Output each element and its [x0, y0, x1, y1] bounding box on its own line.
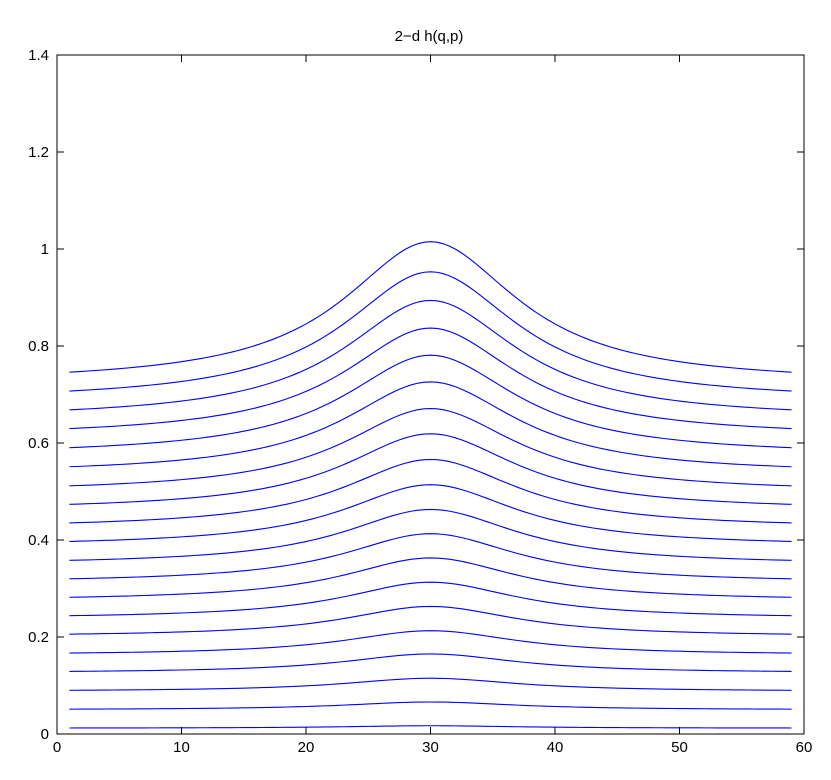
x-tick-label: 20 — [298, 739, 315, 756]
y-tick-label: 0.6 — [28, 435, 49, 452]
y-tick-label: 0.2 — [28, 629, 49, 646]
series-line-2 — [69, 701, 792, 710]
x-tick-label: 10 — [173, 739, 190, 756]
y-tick-label: 0 — [41, 726, 49, 743]
series-line-13 — [69, 433, 792, 505]
chart-title: 2−d h(q,p) — [395, 28, 464, 45]
series-layer — [69, 241, 792, 729]
series-line-9 — [69, 533, 792, 580]
y-tick-label: 0.8 — [28, 338, 49, 355]
series-line-20 — [69, 241, 792, 373]
series-line-12 — [69, 458, 792, 524]
y-tick-label: 1.4 — [28, 47, 49, 64]
x-tick-label: 60 — [796, 739, 813, 756]
series-line-14 — [69, 408, 792, 487]
series-line-10 — [69, 508, 792, 561]
series-line-5 — [69, 630, 792, 654]
series-line-18 — [69, 299, 792, 411]
series-line-16 — [69, 354, 792, 449]
series-line-4 — [69, 653, 792, 672]
y-tick-label: 0.4 — [28, 532, 49, 549]
y-tick-label: 1.2 — [28, 144, 49, 161]
y-tick-label: 1 — [41, 241, 49, 258]
x-tick-label: 50 — [671, 739, 688, 756]
series-line-8 — [69, 557, 792, 598]
series-line-17 — [69, 327, 792, 430]
axis-layer: 0 10 20 30 40 50 60 0 0.2 0.4 0.6 0.8 1 1.2 1.4 — [28, 47, 812, 756]
x-tick-label: 0 — [53, 739, 61, 756]
series-line-7 — [69, 581, 792, 617]
x-tick-label: 40 — [547, 739, 564, 756]
series-line-6 — [69, 605, 792, 635]
series-line-15 — [69, 381, 792, 468]
series-line-3 — [69, 677, 792, 691]
series-line-19 — [69, 271, 792, 392]
x-tick-label: 30 — [422, 739, 439, 756]
plot-area-frame — [56, 54, 805, 735]
series-line-1 — [69, 725, 792, 729]
series-line-11 — [69, 484, 792, 542]
